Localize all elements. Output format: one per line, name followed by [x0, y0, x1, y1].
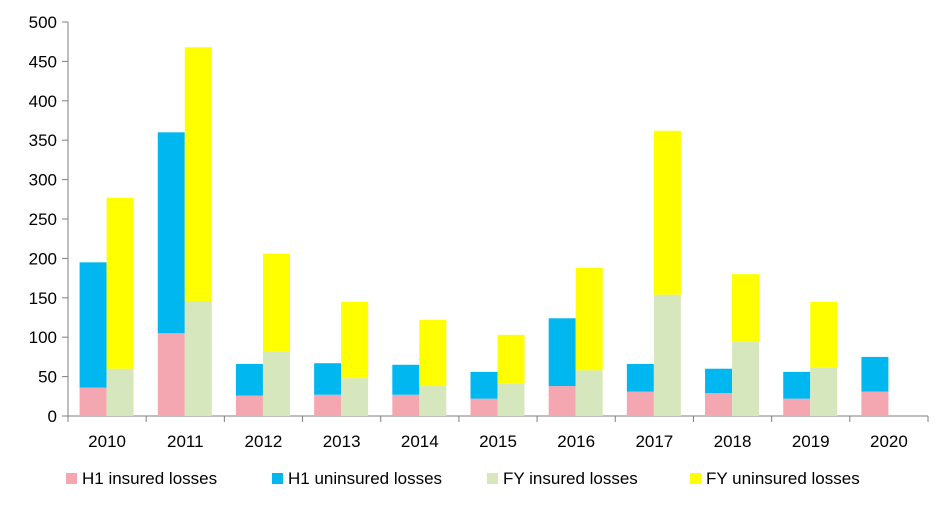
y-tick-label: 100 — [29, 328, 57, 347]
y-tick-label: 250 — [29, 210, 57, 229]
legend-swatch-fy-insured-losses — [487, 473, 498, 484]
bar-fy-uninsured-losses-2012 — [262, 253, 290, 352]
bar-fy-insured-losses-2012 — [262, 351, 290, 416]
y-tick-label: 150 — [29, 289, 57, 308]
bar-fy-insured-losses-2019 — [810, 367, 838, 416]
legend-swatch-h1-insured-losses — [66, 473, 77, 484]
bar-fy-uninsured-losses-2013 — [341, 301, 369, 379]
legend-swatch-h1-uninsured-losses — [272, 473, 283, 484]
bar-h1-insured-losses-2016 — [548, 386, 576, 416]
bar-fy-insured-losses-2017 — [653, 294, 681, 416]
bar-h1-uninsured-losses-2016 — [548, 318, 576, 387]
bar-h1-insured-losses-2014 — [392, 394, 420, 416]
bar-h1-uninsured-losses-2020 — [861, 356, 889, 392]
bar-fy-uninsured-losses-2014 — [419, 319, 447, 387]
bar-h1-insured-losses-2020 — [861, 391, 889, 416]
bar-h1-insured-losses-2011 — [157, 333, 185, 416]
bar-h1-uninsured-losses-2010 — [79, 262, 107, 388]
bar-h1-insured-losses-2012 — [235, 395, 263, 416]
x-tick-label-2011: 2011 — [167, 432, 204, 451]
bar-h1-insured-losses-2019 — [783, 398, 811, 416]
bar-h1-uninsured-losses-2019 — [783, 371, 811, 399]
legend-swatch-fy-uninsured-losses — [690, 473, 701, 484]
bar-h1-uninsured-losses-2014 — [392, 364, 420, 395]
legend-label-fy-insured-losses: FY insured losses — [503, 469, 638, 488]
bar-fy-uninsured-losses-2010 — [106, 197, 134, 369]
bars — [79, 47, 889, 416]
bar-fy-insured-losses-2016 — [575, 370, 603, 416]
bar-h1-uninsured-losses-2013 — [314, 363, 342, 395]
y-tick-label: 300 — [29, 171, 57, 190]
bar-fy-insured-losses-2014 — [419, 386, 447, 416]
x-tick-label-2010: 2010 — [88, 432, 126, 451]
legend-label-fy-uninsured-losses: FY uninsured losses — [706, 469, 860, 488]
bar-h1-uninsured-losses-2012 — [235, 363, 263, 396]
bar-fy-insured-losses-2018 — [732, 341, 760, 416]
bar-h1-insured-losses-2010 — [79, 387, 107, 416]
legend-label-h1-uninsured-losses: H1 uninsured losses — [288, 469, 442, 488]
x-tick-label-2018: 2018 — [714, 432, 752, 451]
legend: H1 insured losses H1 uninsured losses FY i… — [66, 469, 860, 488]
y-tick-label: 350 — [29, 131, 57, 150]
bar-fy-insured-losses-2015 — [497, 383, 525, 416]
x-tick-label-2012: 2012 — [245, 432, 283, 451]
bar-fy-uninsured-losses-2015 — [497, 334, 525, 384]
y-tick-label: 0 — [48, 407, 57, 426]
x-tick-label-2014: 2014 — [401, 432, 439, 451]
legend-label-h1-insured-losses: H1 insured losses — [82, 469, 217, 488]
y-tick-label: 400 — [29, 92, 57, 111]
bar-fy-insured-losses-2011 — [184, 300, 212, 416]
bar-h1-uninsured-losses-2011 — [157, 132, 185, 334]
y-tick-label: 450 — [29, 52, 57, 71]
bar-h1-uninsured-losses-2017 — [626, 363, 654, 392]
x-tick-label-2013: 2013 — [323, 432, 361, 451]
x-tick-label-2016: 2016 — [557, 432, 595, 451]
bar-h1-insured-losses-2017 — [626, 391, 654, 416]
bar-h1-insured-losses-2013 — [314, 394, 342, 416]
x-tick-label-2017: 2017 — [635, 432, 673, 451]
y-tick-label: 500 — [29, 13, 57, 32]
x-tick-label-2015: 2015 — [479, 432, 517, 451]
bar-fy-uninsured-losses-2017 — [653, 130, 681, 295]
bar-h1-uninsured-losses-2018 — [705, 368, 733, 394]
x-tick-label-2020: 2020 — [870, 432, 908, 451]
bar-fy-insured-losses-2010 — [106, 368, 134, 416]
y-tick-label: 50 — [38, 368, 57, 387]
bar-h1-insured-losses-2018 — [705, 393, 733, 416]
bar-fy-insured-losses-2013 — [341, 378, 369, 416]
y-axis: 0 50 100 150 200 250 300 350 400 450 500 — [29, 13, 69, 426]
bar-fy-uninsured-losses-2018 — [732, 274, 760, 342]
bar-fy-uninsured-losses-2016 — [575, 267, 603, 371]
x-tick-label-2019: 2019 — [792, 432, 830, 451]
bar-fy-uninsured-losses-2011 — [184, 47, 212, 301]
x-axis: 2010 2011 2012 2013 2014 2015 2016 2017 2018 2019… — [67, 415, 929, 451]
bar-fy-uninsured-losses-2019 — [810, 301, 838, 368]
bar-h1-insured-losses-2015 — [470, 398, 498, 416]
y-tick-label: 200 — [29, 249, 57, 268]
bar-h1-uninsured-losses-2015 — [470, 371, 498, 399]
